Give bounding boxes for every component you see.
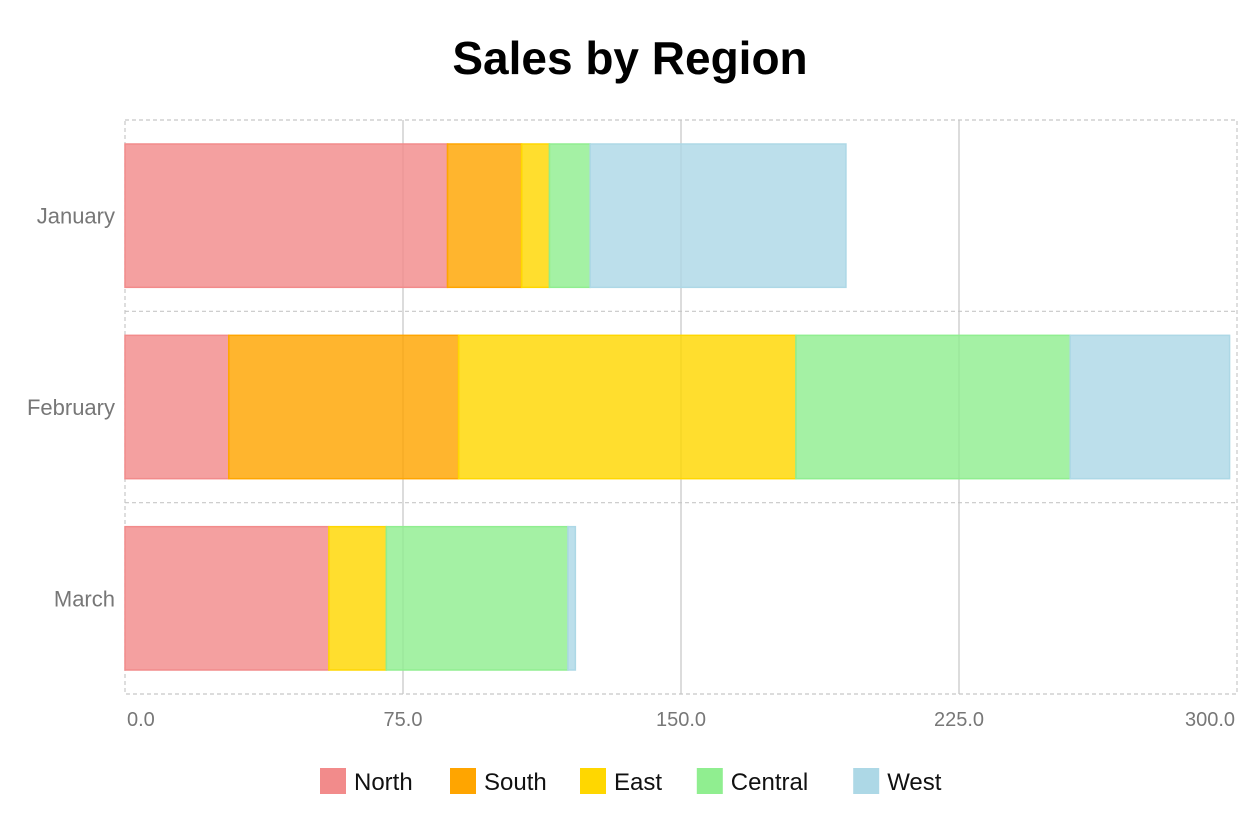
- legend-label: East: [614, 769, 662, 796]
- x-tick-label: 150.0: [656, 709, 706, 731]
- bar-west-march[interactable]: [567, 525, 577, 671]
- legend-label: Central: [731, 769, 808, 796]
- legend-swatch: [320, 768, 346, 794]
- bar-north-february[interactable]: [124, 334, 230, 480]
- legend-label: North: [354, 769, 413, 796]
- y-tick-label: February: [27, 395, 115, 420]
- axes: January February March 0.0 75.0 150.0 225.0 300…: [27, 204, 1235, 731]
- bar-central-march[interactable]: [385, 525, 569, 671]
- x-tick-label: 0.0: [127, 709, 155, 731]
- bar-north-january[interactable]: [124, 143, 449, 289]
- x-tick-label: 225.0: [934, 709, 984, 731]
- bar-north-march[interactable]: [124, 525, 330, 671]
- x-tick-label: 75.0: [384, 709, 423, 731]
- legend-item-east[interactable]: East: [580, 768, 662, 796]
- legend-swatch: [580, 768, 606, 794]
- legend-item-south[interactable]: South: [450, 768, 547, 796]
- legend-item-central[interactable]: Central: [696, 768, 808, 796]
- bar-east-january[interactable]: [520, 143, 551, 289]
- legend-swatch: [450, 768, 476, 794]
- x-tick-label: 300.0: [1185, 709, 1235, 731]
- legend-swatch: [696, 768, 723, 794]
- y-tick-label: March: [54, 586, 115, 611]
- y-tick-label: January: [37, 204, 115, 229]
- legend-label: South: [484, 769, 547, 796]
- chart-title: Sales by Region: [452, 32, 807, 84]
- bar-central-february[interactable]: [795, 334, 1071, 480]
- legend[interactable]: North South East Central West: [320, 768, 942, 796]
- legend-item-north[interactable]: North: [320, 768, 413, 796]
- bar-south-february[interactable]: [228, 334, 460, 480]
- bar-west-february[interactable]: [1069, 334, 1231, 480]
- bars: [124, 143, 1231, 671]
- legend-label: West: [887, 769, 942, 796]
- legend-swatch: [853, 768, 880, 794]
- bar-east-february[interactable]: [457, 334, 797, 480]
- bar-south-january[interactable]: [446, 143, 523, 289]
- legend-item-west[interactable]: West: [853, 768, 942, 796]
- bar-central-january[interactable]: [548, 143, 591, 289]
- bar-east-march[interactable]: [328, 525, 388, 671]
- bar-west-january[interactable]: [589, 143, 847, 289]
